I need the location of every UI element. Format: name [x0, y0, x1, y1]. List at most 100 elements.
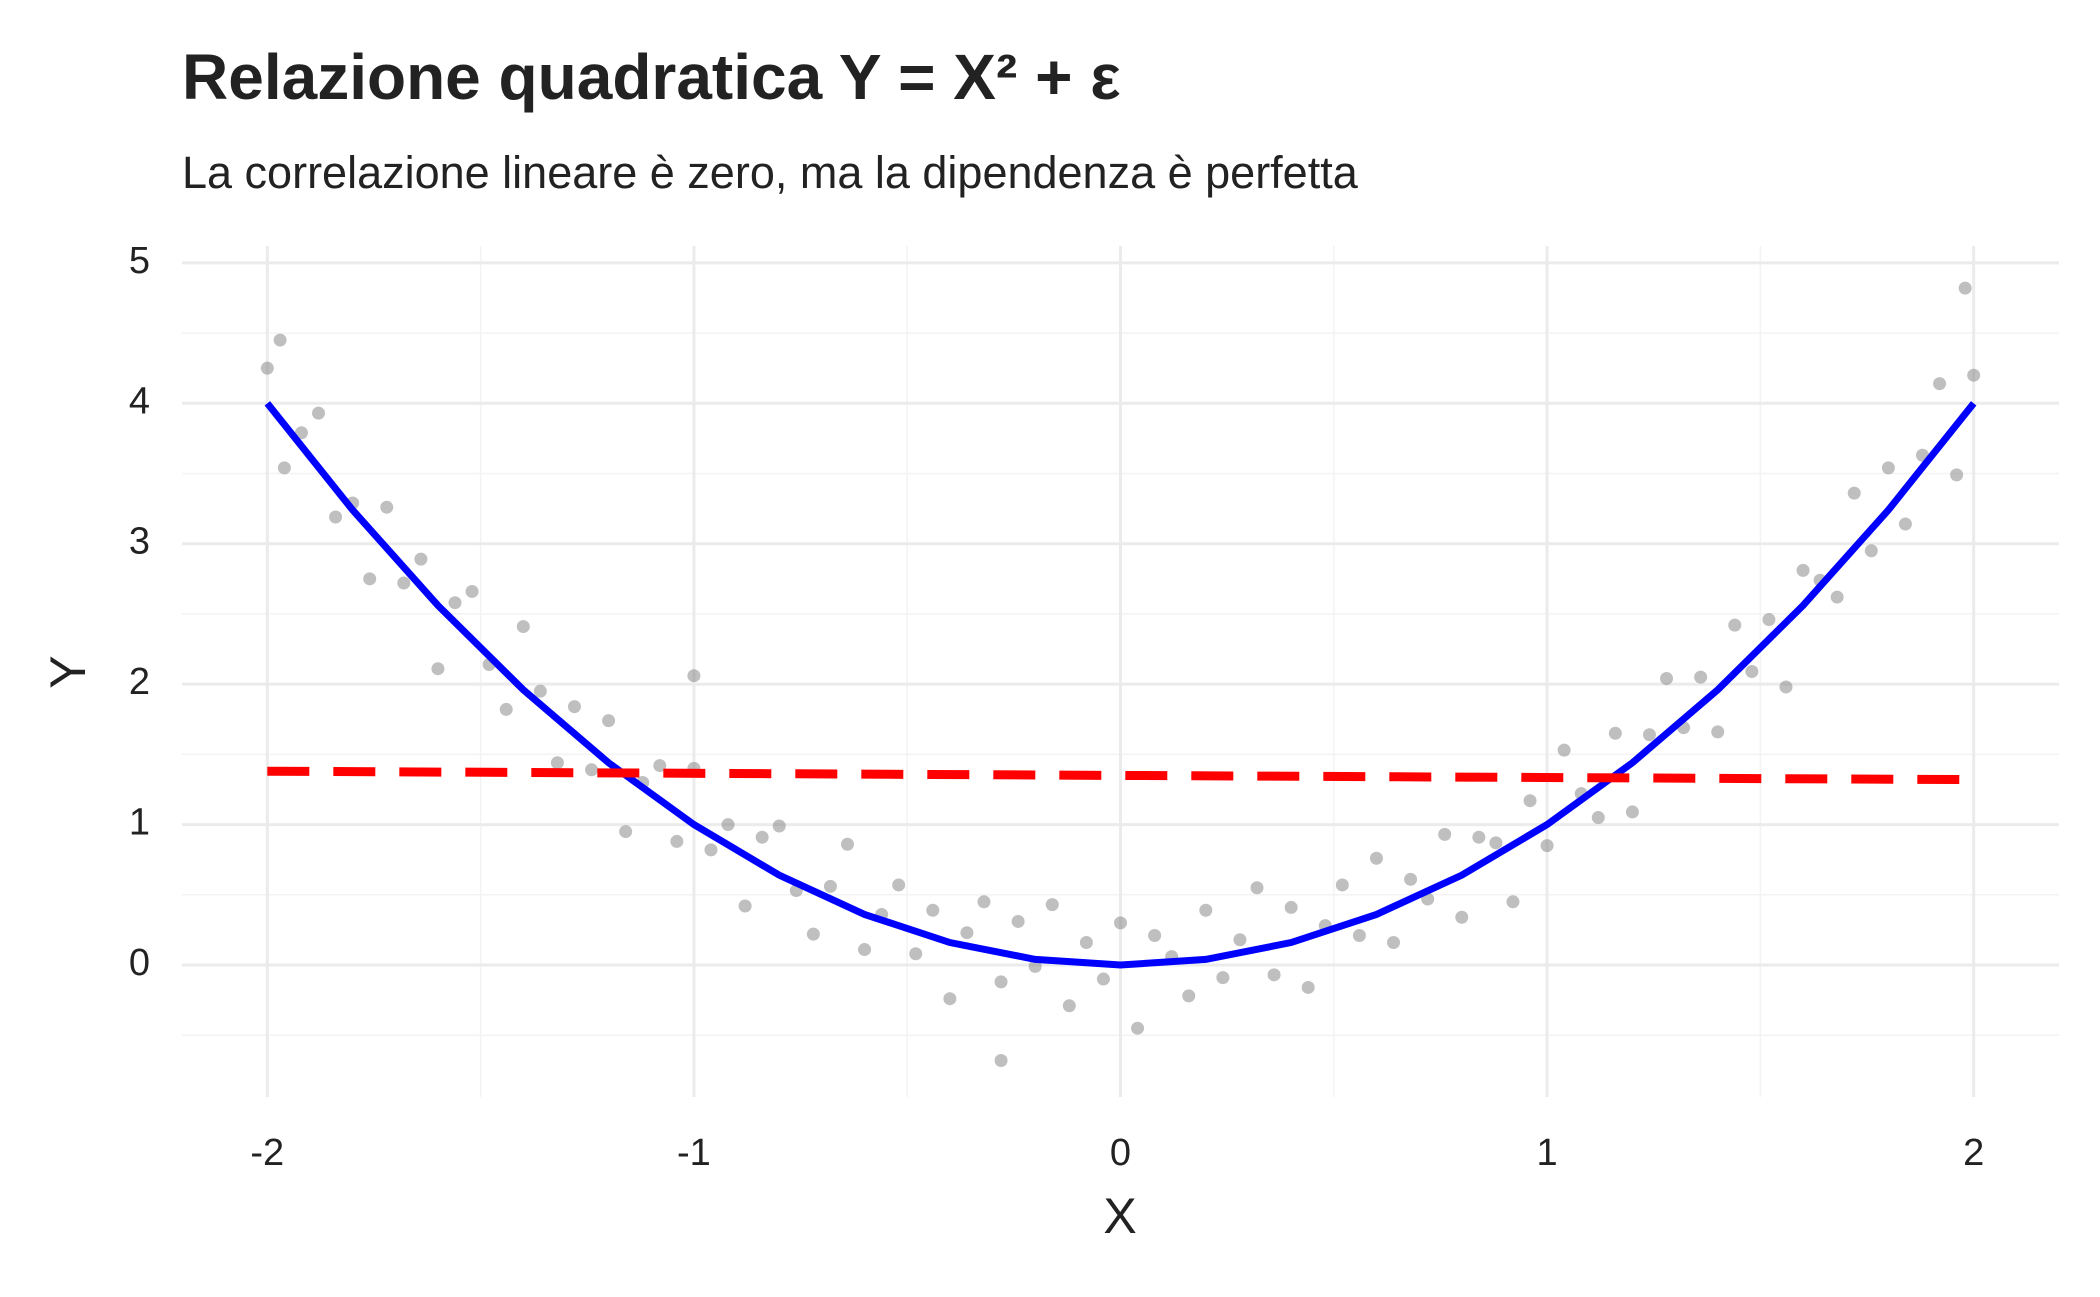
point — [273, 333, 287, 347]
point — [1131, 1021, 1145, 1035]
point — [1523, 794, 1537, 808]
point — [1182, 989, 1196, 1003]
point — [397, 576, 411, 590]
point — [1898, 517, 1912, 531]
y-axis-label: Y — [40, 655, 96, 688]
dashed-line — [267, 766, 1974, 785]
point — [1199, 903, 1213, 917]
point — [1472, 830, 1486, 844]
point — [1233, 933, 1247, 947]
point — [329, 510, 343, 524]
point — [772, 819, 786, 833]
point — [602, 714, 616, 728]
point — [1591, 811, 1605, 825]
point — [448, 596, 462, 610]
point — [823, 879, 837, 893]
point — [704, 843, 718, 857]
point — [516, 620, 530, 634]
point — [909, 947, 923, 961]
point — [1745, 665, 1759, 678]
point — [312, 406, 326, 420]
point — [465, 584, 479, 598]
y-tick-label: 4 — [129, 380, 150, 422]
point — [1455, 910, 1469, 924]
y-tick-label: 3 — [129, 521, 150, 563]
point — [1796, 563, 1810, 577]
point — [260, 361, 274, 375]
point — [533, 684, 547, 698]
point — [755, 830, 769, 844]
point — [994, 975, 1008, 989]
point — [1028, 959, 1042, 973]
x-tick-label: 1 — [1537, 1132, 1558, 1174]
point — [277, 461, 291, 475]
point — [1352, 929, 1366, 943]
point — [806, 927, 820, 941]
point — [1950, 468, 1964, 482]
point — [1369, 851, 1383, 865]
point — [1489, 836, 1503, 850]
point — [380, 500, 394, 514]
point — [840, 837, 854, 851]
point — [1301, 980, 1315, 994]
point — [1608, 726, 1622, 740]
chart-title: Relazione quadratica Y = X² + ε — [182, 41, 1121, 113]
x-tick-label: 2 — [1963, 1132, 1984, 1174]
point — [1540, 839, 1554, 853]
point — [1387, 936, 1401, 950]
point — [1762, 613, 1776, 627]
point — [858, 943, 872, 957]
chart-subtitle: La correlazione lineare è zero, ma la di… — [182, 147, 1359, 198]
point — [1660, 672, 1674, 686]
point — [1079, 936, 1093, 950]
point — [1404, 872, 1418, 886]
x-tick-label: 0 — [1110, 1132, 1131, 1174]
point — [1096, 972, 1110, 986]
point — [1625, 805, 1639, 819]
point — [1694, 670, 1708, 684]
x-tick-label: -2 — [250, 1132, 284, 1174]
point — [977, 895, 991, 909]
point — [414, 552, 428, 566]
point — [687, 669, 701, 683]
point — [363, 572, 377, 586]
point — [1864, 544, 1878, 558]
point — [1642, 728, 1656, 742]
y-tick-label: 5 — [129, 240, 150, 282]
point — [1779, 680, 1793, 694]
point — [892, 878, 906, 892]
point — [994, 1053, 1008, 1067]
point — [294, 426, 308, 440]
point — [1881, 461, 1895, 475]
point — [585, 763, 599, 777]
point — [670, 834, 684, 848]
point — [1933, 377, 1947, 391]
point — [1062, 999, 1076, 1013]
point — [499, 702, 513, 716]
point — [1284, 900, 1298, 914]
point — [1267, 968, 1281, 982]
point — [1847, 486, 1861, 500]
point — [619, 825, 633, 839]
point — [1711, 725, 1725, 739]
point — [1958, 281, 1972, 295]
y-tick-label: 2 — [129, 661, 150, 703]
y-tick-label: 0 — [129, 942, 150, 984]
point — [1830, 590, 1844, 604]
point — [1967, 368, 1981, 382]
point — [1557, 743, 1571, 757]
point — [721, 818, 735, 832]
point — [1114, 916, 1127, 930]
point — [1438, 827, 1452, 841]
point — [1216, 971, 1230, 985]
point — [1728, 618, 1742, 632]
x-tick-label: -1 — [677, 1132, 711, 1174]
point — [567, 700, 581, 714]
point — [653, 759, 667, 773]
x-axis-label: X — [1103, 1188, 1136, 1244]
point — [550, 756, 564, 770]
point — [943, 992, 957, 1006]
point — [1011, 914, 1025, 928]
point — [926, 903, 940, 917]
point — [1045, 898, 1059, 912]
